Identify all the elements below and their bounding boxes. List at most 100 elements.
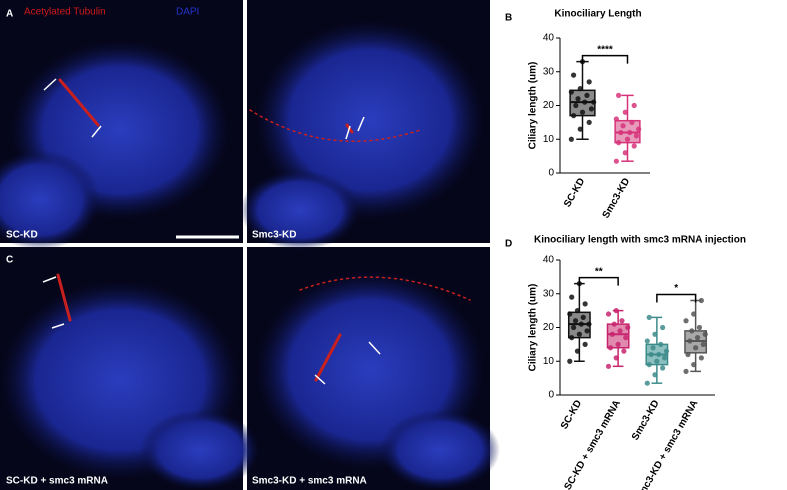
data-point	[620, 123, 626, 129]
x-tick-label: Smc3-KD	[630, 398, 662, 442]
data-point	[582, 99, 588, 105]
data-point	[567, 358, 573, 364]
data-point	[652, 372, 658, 378]
data-point	[650, 345, 656, 351]
data-point	[615, 92, 622, 98]
x-tick-label: Smc3-KD	[601, 176, 633, 220]
data-point	[685, 351, 691, 358]
data-point	[696, 324, 703, 331]
data-point	[698, 297, 704, 304]
data-point	[580, 314, 586, 320]
data-point	[605, 311, 612, 317]
data-point	[622, 109, 628, 115]
data-point	[570, 72, 577, 78]
panel-letter: C	[6, 255, 13, 266]
y-tick-label: 20	[543, 322, 555, 333]
data-point	[574, 348, 581, 354]
data-point	[648, 351, 654, 358]
data-point	[646, 362, 652, 368]
data-point	[683, 318, 689, 324]
data-point	[571, 324, 577, 331]
x-tick-label: SC-KD	[559, 398, 584, 431]
y-tick-label: 30	[543, 66, 555, 77]
data-point	[569, 335, 575, 341]
micrographs: A Acetylated Tubulin DAPI SC-KD Smc3-KD …	[0, 0, 500, 490]
data-point	[613, 116, 619, 122]
data-point	[568, 89, 574, 95]
data-point	[618, 129, 624, 136]
data-point	[700, 341, 706, 347]
y-tick-label: 40	[543, 33, 555, 44]
data-point	[579, 109, 586, 115]
data-point	[613, 355, 619, 361]
data-point	[569, 294, 575, 300]
data-point	[660, 324, 666, 331]
significance-label: **	[595, 266, 603, 277]
data-point	[693, 345, 699, 351]
panel-label: Smc3-KD	[252, 230, 296, 241]
y-tick-label: 40	[543, 255, 555, 266]
data-point	[574, 308, 581, 314]
data-point	[573, 102, 579, 109]
data-point	[586, 79, 592, 85]
chart-title: Kinociliary length with smc3 mRNA inject…	[534, 235, 746, 246]
x-tick-label: SC-KD	[562, 176, 587, 209]
data-point	[702, 331, 708, 337]
y-tick-label: 0	[548, 168, 554, 179]
data-point	[633, 133, 640, 139]
data-point	[636, 126, 642, 132]
data-point	[691, 311, 697, 317]
data-point	[567, 311, 573, 317]
data-point	[683, 368, 689, 374]
data-point	[624, 136, 631, 142]
data-point	[577, 126, 583, 132]
panel-label: SC-KD + smc3 mRNA	[6, 476, 108, 487]
data-point	[663, 348, 670, 354]
data-point	[660, 365, 666, 371]
data-point	[568, 136, 574, 142]
data-point	[591, 99, 597, 105]
data-point	[631, 102, 637, 109]
data-point	[588, 106, 595, 112]
data-point	[644, 338, 650, 344]
significance-label: ****	[597, 44, 613, 55]
panel-label: Smc3-KD + smc3 mRNA	[252, 476, 367, 487]
data-point	[607, 345, 614, 351]
chart-letter: D	[505, 239, 512, 250]
data-point	[615, 341, 621, 347]
data-point	[575, 96, 581, 102]
y-axis-label: Ciliary length (um)	[528, 284, 539, 372]
data-point	[613, 158, 619, 164]
data-point	[698, 355, 704, 361]
data-point	[586, 321, 592, 327]
significance-bracket	[581, 54, 629, 64]
data-point	[576, 331, 582, 337]
data-point	[627, 129, 633, 136]
data-point	[625, 324, 631, 331]
data-point	[578, 321, 584, 327]
y-axis-label: Ciliary length (um)	[528, 62, 539, 150]
data-point	[631, 143, 637, 149]
data-point	[691, 362, 697, 368]
y-tick-label: 10	[543, 134, 555, 145]
data-point	[584, 328, 590, 334]
significance-bracket	[578, 276, 619, 286]
chart-letter: B	[505, 13, 512, 24]
significance-bracket	[656, 293, 697, 303]
data-point	[615, 140, 622, 146]
data-point	[570, 113, 577, 119]
data-point	[582, 341, 588, 347]
y-tick-label: 10	[543, 356, 555, 367]
data-point	[658, 341, 664, 347]
y-tick-label: 0	[548, 390, 554, 401]
data-point	[656, 351, 662, 358]
data-point	[689, 328, 695, 334]
legend-red: Acetylated Tubulin	[24, 7, 106, 18]
data-point	[694, 335, 701, 341]
panel-letter: A	[6, 9, 13, 20]
data-point	[586, 119, 592, 125]
data-point	[609, 331, 615, 337]
significance-label: *	[674, 283, 678, 294]
data-point	[629, 119, 635, 125]
data-point	[622, 150, 628, 156]
